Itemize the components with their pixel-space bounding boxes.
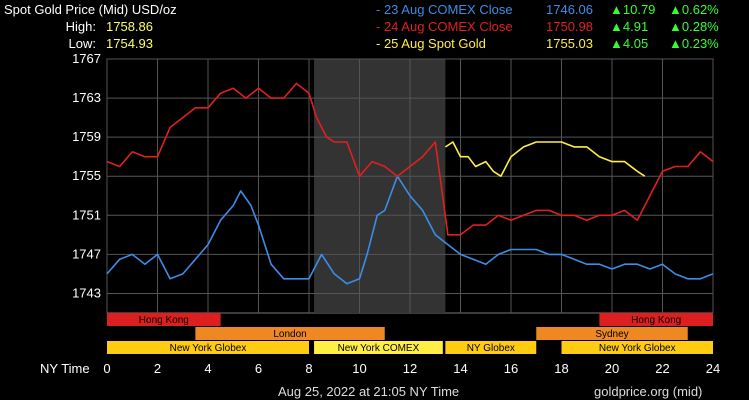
low-label: Low: xyxy=(68,36,96,51)
x-tick-label: 20 xyxy=(605,361,619,376)
x-tick-label: 2 xyxy=(154,361,161,376)
session-label: Hong Kong xyxy=(139,315,189,326)
x-tick-label: 0 xyxy=(103,361,110,376)
x-tick-label: 4 xyxy=(204,361,211,376)
source-credit: goldprice.org (mid) xyxy=(594,384,703,399)
series-line-2 xyxy=(106,82,714,236)
y-tick-label: 1759 xyxy=(72,129,101,144)
shaded-band xyxy=(314,59,446,313)
y-tick-label: 1755 xyxy=(72,168,101,183)
legend-pct-24aug: ▲0.28% xyxy=(669,19,719,34)
y-axis-ticks: 1767 1763 1759 1755 1751 1747 1743 xyxy=(72,51,101,300)
y-tick-label: 1743 xyxy=(72,285,101,300)
x-tick-label: 8 xyxy=(305,361,312,376)
x-axis-ticks: 0 2 4 6 8 10 12 14 16 18 20 22 24 xyxy=(103,361,720,376)
legend-change-25aug: ▲4.05 xyxy=(610,36,649,51)
session-label: New York Globex xyxy=(170,343,247,354)
y-tick-label: 1747 xyxy=(72,246,101,261)
high-label: High: xyxy=(65,19,96,34)
market-sessions: Hong Kong Hong Kong London Sydney New York G… xyxy=(107,313,713,354)
legend-value-23aug: 1746.06 xyxy=(546,2,593,17)
session-label: Sydney xyxy=(595,329,628,340)
x-axis-label: NY Time xyxy=(40,361,90,376)
y-tick-label: 1751 xyxy=(72,207,101,222)
session-bar xyxy=(107,313,221,326)
x-tick-label: 6 xyxy=(255,361,262,376)
high-value: 1758.86 xyxy=(106,19,153,34)
x-tick-label: 10 xyxy=(352,361,366,376)
x-tick-label: 24 xyxy=(706,361,720,376)
legend-pct-25aug: ▲0.23% xyxy=(669,36,719,51)
session-label: NY Globex xyxy=(467,343,515,354)
session-bar xyxy=(536,327,688,340)
x-tick-label: 22 xyxy=(655,361,669,376)
legend-change-24aug: ▲4.91 xyxy=(610,19,649,34)
session-bar xyxy=(195,327,385,340)
y-tick-label: 1767 xyxy=(72,51,101,66)
legend-value-24aug: 1750.98 xyxy=(546,19,593,34)
session-bar xyxy=(561,341,713,354)
y-tick-label: 1763 xyxy=(72,90,101,105)
legend-name-23aug: - 23 Aug COMEX Close xyxy=(376,2,513,17)
legend-name-24aug: - 24 Aug COMEX Close xyxy=(376,19,513,34)
session-bar xyxy=(107,341,309,354)
legend-value-25aug: 1755.03 xyxy=(546,36,593,51)
x-tick-label: 12 xyxy=(403,361,417,376)
comex-shaded-region xyxy=(314,59,446,313)
session-label: New York COMEX xyxy=(338,343,420,354)
legend-change-23aug: ▲10.79 xyxy=(610,2,656,17)
chart-title: Spot Gold Price (Mid) USD/oz xyxy=(4,2,177,17)
x-tick-label: 14 xyxy=(453,361,467,376)
legend-pct-23aug: ▲0.62% xyxy=(669,2,719,17)
session-bar xyxy=(314,341,443,354)
x-tick-label: 16 xyxy=(504,361,518,376)
series-lines xyxy=(106,82,714,285)
legend-name-25aug: - 25 Aug Spot Gold xyxy=(376,36,486,51)
low-value: 1754.93 xyxy=(106,36,153,51)
session-label: London xyxy=(273,329,306,340)
session-bar xyxy=(445,341,537,354)
x-tick-label: 18 xyxy=(554,361,568,376)
session-bar xyxy=(599,313,713,326)
session-label: Hong Kong xyxy=(631,315,681,326)
series-line-3 xyxy=(444,141,646,177)
session-label: New York Globex xyxy=(599,343,676,354)
timestamp: Aug 25, 2022 at 21:05 NY Time xyxy=(278,384,460,399)
